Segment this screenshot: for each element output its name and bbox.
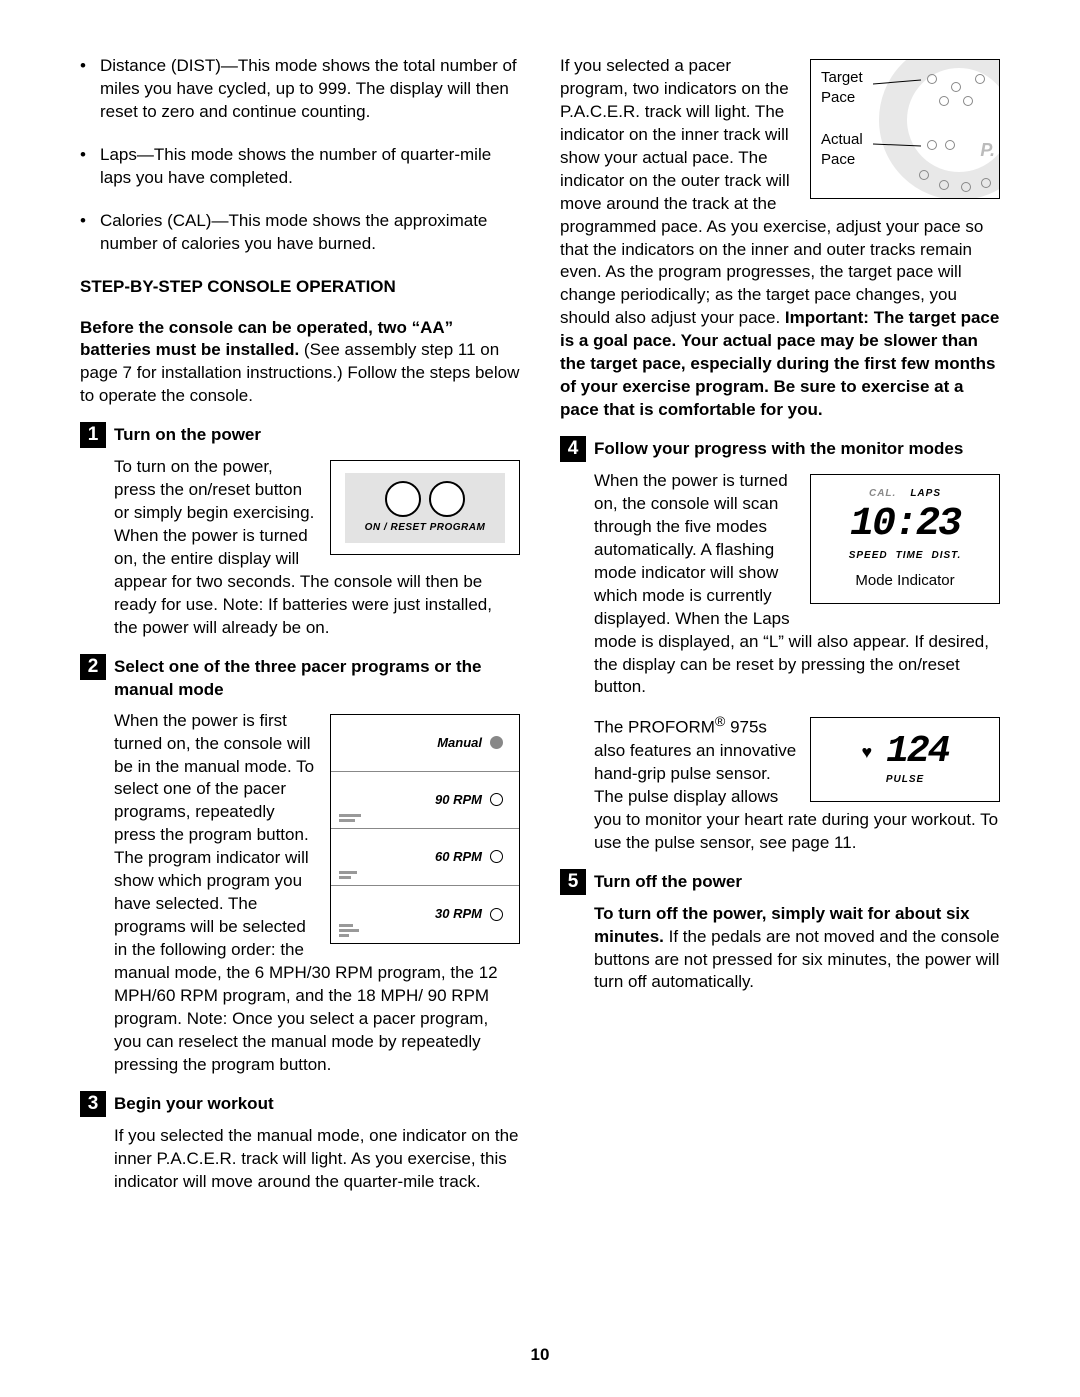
pulse-figure: ♥ 124 PULSE	[810, 717, 1000, 802]
mode-label: SPEED	[849, 549, 888, 563]
intro-paragraph: Before the console can be operated, two …	[80, 317, 520, 409]
step-header: 2 Select one of the three pacer programs…	[80, 654, 520, 702]
registered-icon: ®	[715, 714, 725, 730]
leader-line-icon	[873, 140, 923, 158]
step-body: ♥ 124 PULSE The PROFORM® 975s also featu…	[594, 713, 1000, 854]
bullet-text: Distance (DIST)—This mode shows the tota…	[100, 55, 520, 124]
onreset-figure: ON / RESET PROGRAM	[330, 460, 520, 555]
track-dot-icon	[927, 140, 937, 150]
track-dot-icon	[939, 180, 949, 190]
actual-pace-label: ActualPace	[821, 130, 863, 171]
mode-bottom-labels: SPEED TIME DIST.	[849, 549, 962, 563]
step-body: ON / RESET PROGRAM To turn on the power,…	[114, 456, 520, 640]
onreset-panel: ON / RESET PROGRAM	[345, 473, 505, 543]
button-row	[385, 481, 465, 517]
step-number-badge: 5	[560, 869, 586, 895]
bullet-item: • Laps—This mode shows the number of qua…	[80, 144, 520, 190]
track-dot-icon	[919, 170, 929, 180]
two-column-layout: • Distance (DIST)—This mode shows the to…	[80, 55, 1000, 1207]
track-dot-icon	[981, 178, 991, 188]
step-number-badge: 1	[80, 422, 106, 448]
track-dot-icon	[963, 96, 973, 106]
pulse-label: PULSE	[886, 773, 924, 787]
right-column: P. TargetPace ActualPace If you selected…	[560, 55, 1000, 1207]
pacer-logo-text: P.	[980, 138, 995, 162]
proform-text: The PROFORM	[594, 718, 715, 737]
target-pace-label: TargetPace	[821, 68, 863, 109]
track-dot-icon	[939, 96, 949, 106]
on-reset-button-icon	[385, 481, 421, 517]
rpm-indicator-icon	[490, 736, 503, 749]
pacer-track-figure: P. TargetPace ActualPace	[810, 59, 1000, 199]
step-title: Select one of the three pacer programs o…	[114, 654, 520, 702]
rpm-row: 30 RPM	[331, 886, 519, 943]
pulse-lcd-readout: 124	[886, 733, 948, 771]
rpm-bars-icon	[339, 814, 361, 822]
step-body: CAL. LAPS 10:23 SPEED TIME DIST. Mode In…	[594, 470, 1000, 699]
mode-label: DIST.	[931, 549, 961, 563]
mode-indicator-figure: CAL. LAPS 10:23 SPEED TIME DIST. Mode In…	[810, 474, 1000, 604]
step-title: Follow your progress with the monitor mo…	[594, 436, 963, 462]
heart-icon: ♥	[861, 740, 872, 764]
track-dot-icon	[945, 140, 955, 150]
section-heading: STEP-BY-STEP CONSOLE OPERATION	[80, 276, 520, 299]
track-dot-icon	[927, 74, 937, 84]
pulse-row: ♥ 124	[861, 733, 948, 771]
bullet-item: • Calories (CAL)—This mode shows the app…	[80, 210, 520, 256]
bullet-text: Calories (CAL)—This mode shows the appro…	[100, 210, 520, 256]
bullet-dot: •	[80, 55, 100, 124]
step-number-badge: 3	[80, 1091, 106, 1117]
step-header: 5 Turn off the power	[560, 869, 1000, 895]
rpm-label: Manual	[437, 734, 482, 752]
track-dot-icon	[951, 82, 961, 92]
step-header: 4 Follow your progress with the monitor …	[560, 436, 1000, 462]
mode-top-labels: CAL. LAPS	[869, 487, 941, 501]
step-number-badge: 4	[560, 436, 586, 462]
rpm-label: 90 RPM	[435, 791, 482, 809]
rpm-indicator-icon	[490, 850, 503, 863]
rpm-bars-icon	[339, 924, 359, 937]
rpm-indicator-icon	[490, 908, 503, 921]
mode-label: LAPS	[910, 487, 941, 501]
page-number: 10	[0, 1344, 1080, 1367]
rpm-indicator-icon	[490, 793, 503, 806]
step-title: Turn on the power	[114, 422, 261, 448]
step-title: Turn off the power	[594, 869, 742, 895]
step-body: To turn off the power, simply wait for a…	[594, 903, 1000, 995]
onreset-label: ON / RESET PROGRAM	[365, 521, 486, 535]
bullet-item: • Distance (DIST)—This mode shows the to…	[80, 55, 520, 124]
rpm-bars-icon	[339, 871, 357, 879]
step3-text: If you selected the manual mode, one ind…	[114, 1126, 518, 1191]
step-title: Begin your workout	[114, 1091, 274, 1117]
rpm-label: 60 RPM	[435, 848, 482, 866]
pacer-paragraph-block: P. TargetPace ActualPace If you selected…	[560, 55, 1000, 422]
bullet-text: Laps—This mode shows the number of quart…	[100, 144, 520, 190]
rpm-row: 60 RPM	[331, 829, 519, 886]
rpm-figure: Manual 90 RPM 60 RPM	[330, 714, 520, 944]
mode-indicator-caption: Mode Indicator	[855, 571, 954, 591]
step-header: 1 Turn on the power	[80, 422, 520, 448]
lcd-readout: 10:23	[850, 505, 960, 545]
bullet-dot: •	[80, 144, 100, 190]
track-dot-icon	[975, 74, 985, 84]
program-button-icon	[429, 481, 465, 517]
step-header: 3 Begin your workout	[80, 1091, 520, 1117]
step-body: Manual 90 RPM 60 RPM	[114, 710, 520, 1077]
rpm-label: 30 RPM	[435, 905, 482, 923]
leader-line-icon	[873, 78, 923, 96]
step-body: If you selected the manual mode, one ind…	[114, 1125, 520, 1194]
rpm-row: Manual	[331, 715, 519, 772]
mode-label: CAL.	[869, 487, 896, 501]
step-number-badge: 2	[80, 654, 106, 680]
track-dot-icon	[961, 182, 971, 192]
bullet-dot: •	[80, 210, 100, 256]
mode-label: TIME	[896, 549, 924, 563]
left-column: • Distance (DIST)—This mode shows the to…	[80, 55, 520, 1207]
rpm-row: 90 RPM	[331, 772, 519, 829]
